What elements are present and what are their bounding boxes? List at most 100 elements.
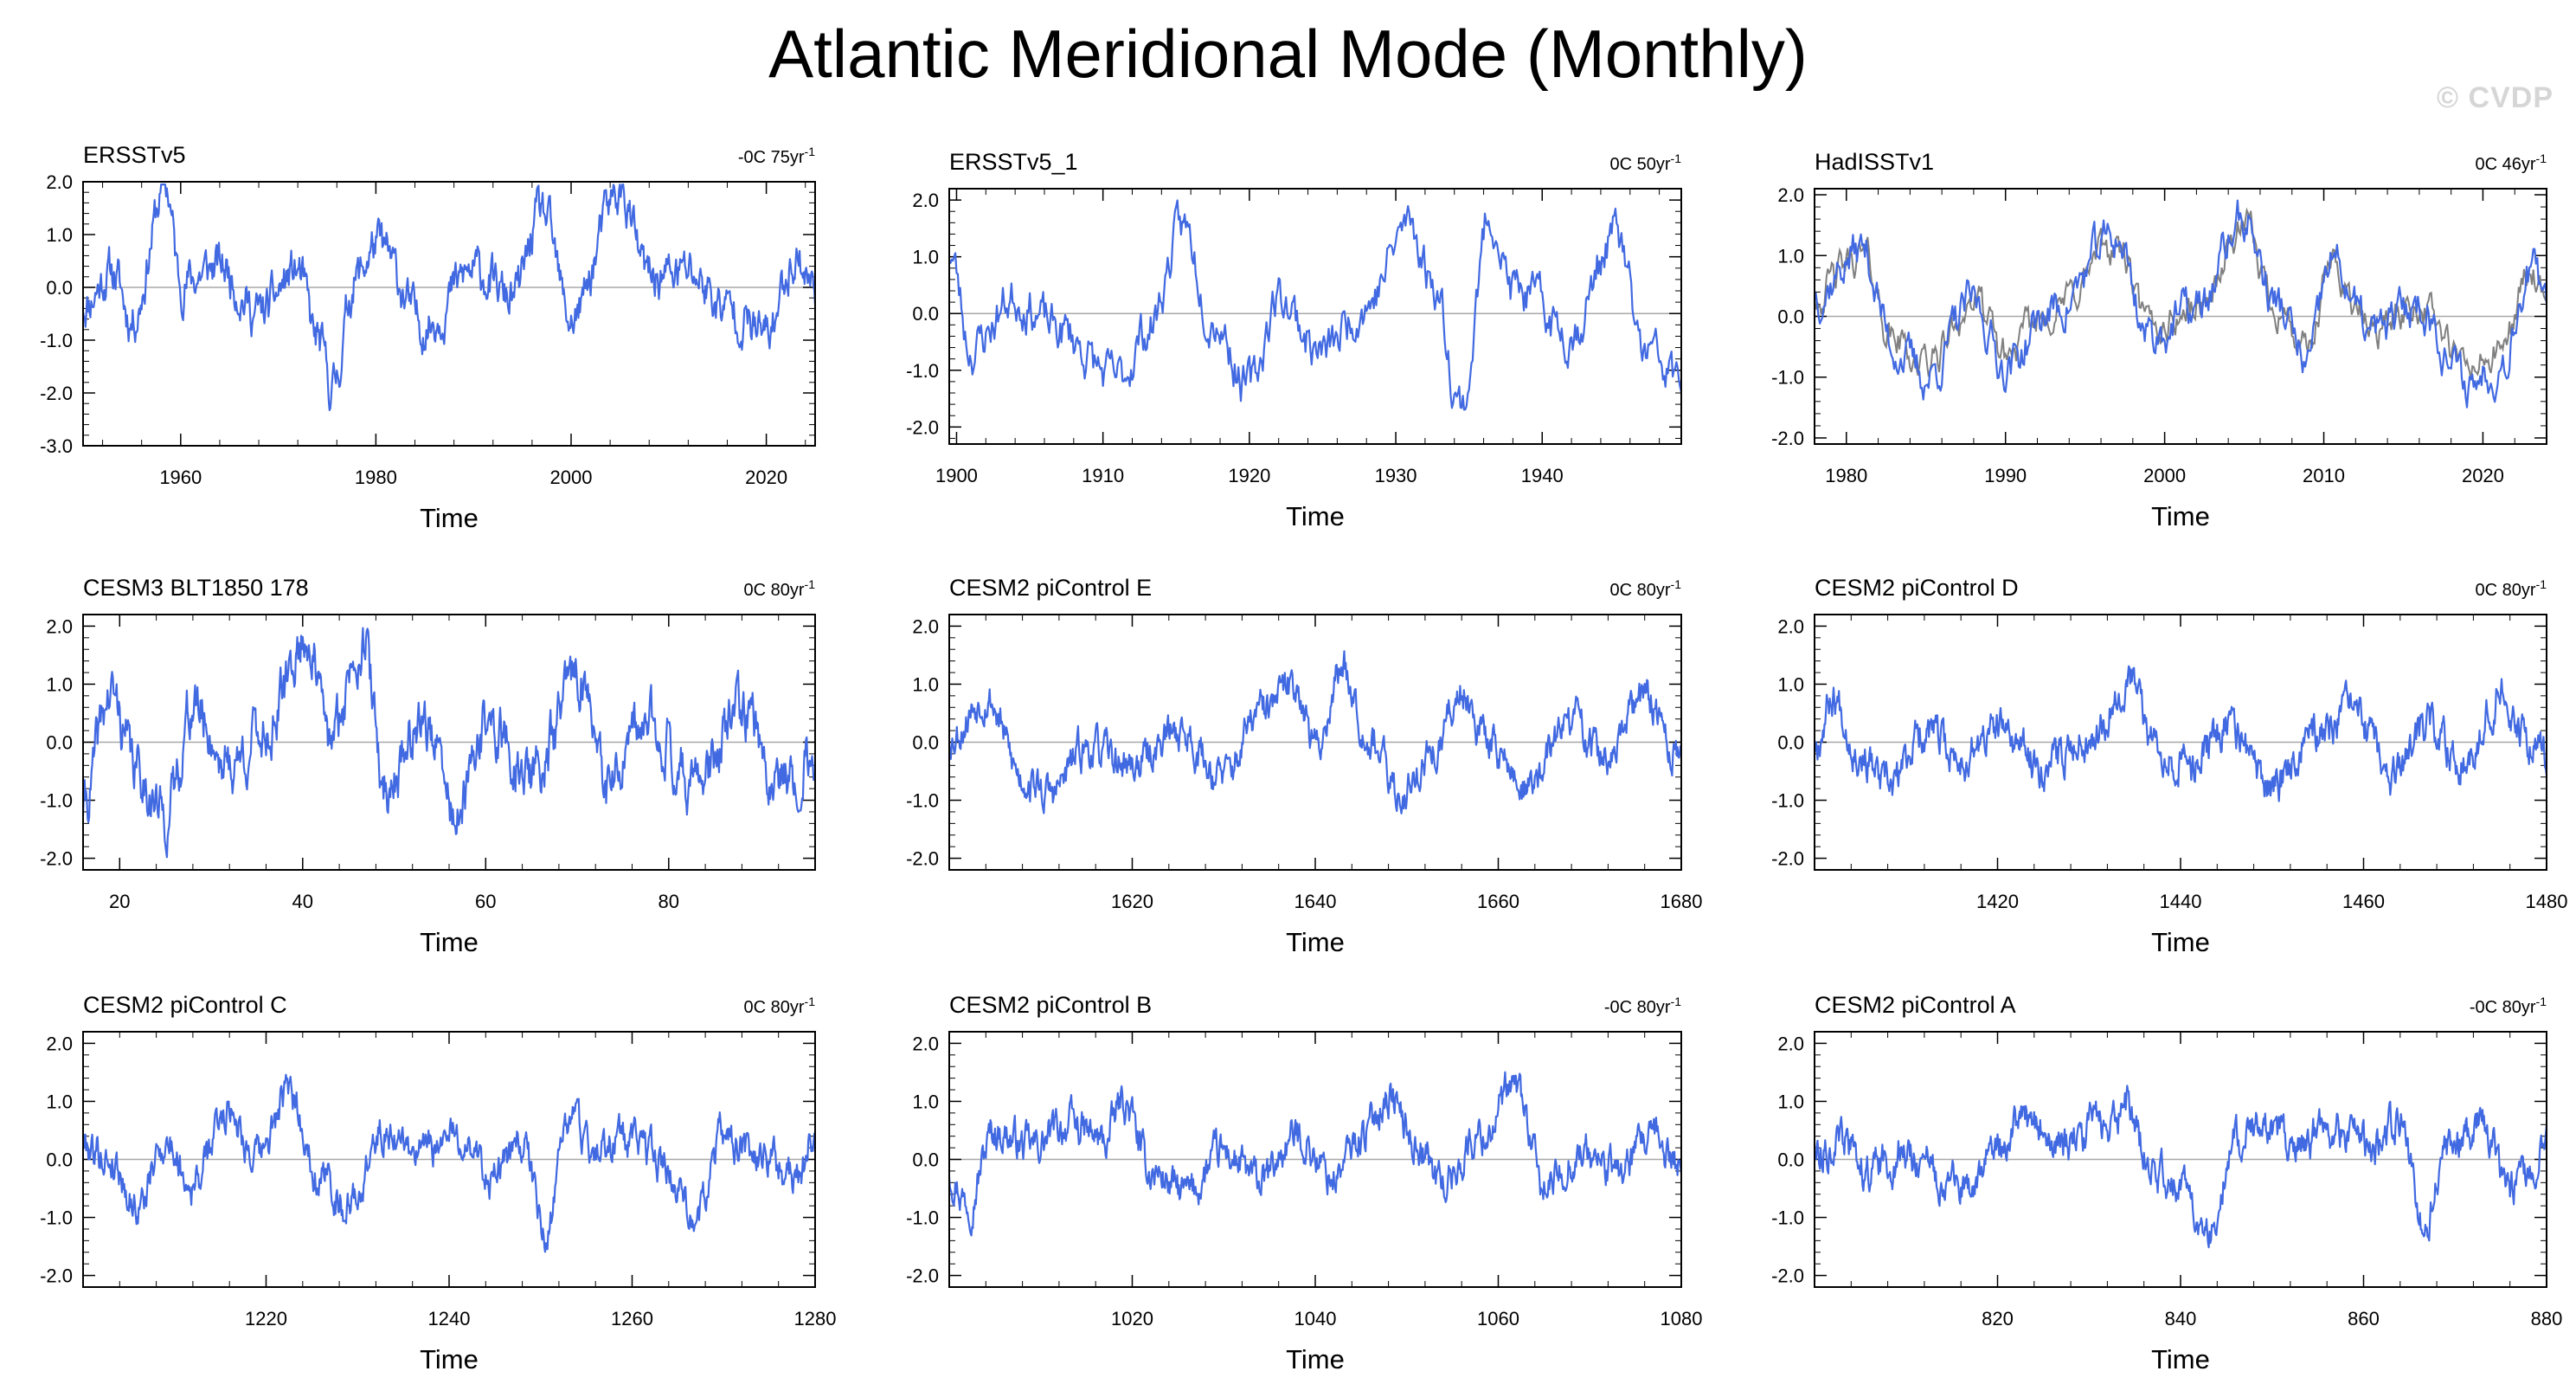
y-tick-label: 1.0 (46, 1091, 73, 1112)
trend-exponent: -1 (2536, 995, 2547, 1008)
trend-exponent: -1 (1671, 577, 1682, 591)
y-tick-label: 2.0 (912, 615, 939, 637)
y-tick-label: -1.0 (40, 790, 73, 812)
trend-label: 0C 50yr-1 (1610, 151, 1682, 174)
x-tick-label: 2000 (550, 467, 593, 488)
y-tick-label: 2.0 (46, 615, 73, 637)
x-tick-label: 2000 (2143, 465, 2186, 486)
x-axis-label: Time (2151, 927, 2210, 957)
y-tick-label: 2.0 (912, 1033, 939, 1054)
y-tick-label: -1.0 (40, 1207, 73, 1229)
page-title: Atlantic Meridional Mode (Monthly) (768, 16, 1808, 92)
trend-exponent: -1 (2536, 151, 2547, 165)
y-tick-label: 1.0 (912, 1091, 939, 1112)
trend-value: 0C 46yr (2476, 155, 2536, 174)
x-tick-label: 840 (2165, 1308, 2197, 1329)
x-tick-label: 880 (2531, 1308, 2563, 1329)
x-tick-label: 1920 (1228, 465, 1270, 486)
trend-value: 0C 50yr (1610, 155, 1671, 174)
series-line (1813, 1085, 2548, 1249)
x-tick-label: 1960 (159, 467, 202, 488)
trend-exponent: -1 (805, 577, 816, 591)
chart-panel-1: ERSSTv5 -0C 75yr-1 -3.0 -2.0 -1.0 0.0 1.0 2.0 19… (40, 142, 817, 533)
y-tick-label: 1.0 (1777, 673, 1804, 695)
y-tick-label: 0.0 (1777, 732, 1804, 754)
trend-exponent: -1 (805, 145, 816, 158)
x-axis-label: Time (420, 927, 479, 957)
y-tick-label: 0.0 (46, 1149, 73, 1171)
panel-title: CESM2 piControl E (949, 575, 1152, 601)
chart-panel-4: CESM3 BLT1850 178 0C 80yr-1 -2.0 -1.0 0.0 1.0… (40, 575, 816, 957)
y-tick-label: 1.0 (46, 673, 73, 695)
x-tick-label: 1060 (1477, 1308, 1519, 1329)
y-tick-label: -1.0 (1771, 790, 1804, 812)
x-tick-label: 1660 (1477, 891, 1519, 912)
trend-value: -0C 75yr (738, 148, 805, 167)
series-line (1813, 199, 2548, 409)
x-tick-label: 1260 (611, 1308, 653, 1329)
x-tick-label: 1280 (794, 1308, 837, 1329)
trend-label: 0C 80yr-1 (1610, 577, 1682, 600)
panel-title: CESM2 piControl D (1815, 575, 2019, 601)
y-tick-label: 0.0 (912, 732, 939, 754)
y-tick-label: 0.0 (46, 732, 73, 754)
series-line (1813, 665, 2548, 802)
x-tick-label: 1460 (2342, 891, 2385, 912)
plot-frame (1814, 1031, 2547, 1288)
chart-panel-5: CESM2 piControl E 0C 80yr-1 -2.0 -1.0 0.0 1.0… (906, 575, 1702, 957)
x-tick-label: 1420 (1976, 891, 2019, 912)
x-axis-label: Time (420, 503, 479, 533)
chart-panel-2: ERSSTv5_1 0C 50yr-1 -2.0 -1.0 0.0 1.0 2.0 1900 1… (906, 149, 1683, 531)
y-tick-label: 2.0 (912, 190, 939, 211)
trend-value: 0C 80yr (744, 998, 805, 1017)
y-tick-label: -2.0 (906, 1265, 939, 1287)
x-tick-label: 40 (292, 891, 313, 912)
x-tick-label: 1910 (1082, 465, 1124, 486)
x-tick-label: 1930 (1375, 465, 1417, 486)
x-tick-label: 2010 (2303, 465, 2345, 486)
x-axis-label: Time (2151, 1344, 2210, 1374)
y-tick-label: 1.0 (46, 224, 73, 246)
x-tick-label: 1440 (2160, 891, 2202, 912)
trend-label: -0C 80yr-1 (2470, 995, 2547, 1017)
y-tick-label: -1.0 (906, 1207, 939, 1229)
chart-panel-8: CESM2 piControl B -0C 80yr-1 -2.0 -1.0 0.0 1.… (906, 992, 1702, 1374)
panel-title: HadISSTv1 (1815, 149, 1934, 175)
x-tick-label: 860 (2348, 1308, 2380, 1329)
y-tick-label: -1.0 (906, 790, 939, 812)
y-tick-label: 1.0 (1777, 245, 1804, 267)
plot-frame (1814, 188, 2547, 445)
y-tick-label: 2.0 (1777, 615, 1804, 637)
panel-title: ERSSTv5 (83, 142, 186, 168)
y-tick-label: -1.0 (906, 360, 939, 382)
y-tick-label: 1.0 (1777, 1091, 1804, 1112)
x-axis-label: Time (1286, 927, 1345, 957)
x-tick-label: 1990 (1984, 465, 2027, 486)
x-tick-label: 1240 (428, 1308, 471, 1329)
trend-label: -0C 75yr-1 (738, 145, 815, 167)
y-tick-label: 0.0 (46, 277, 73, 299)
x-tick-label: 1220 (245, 1308, 287, 1329)
x-tick-label: 1080 (1661, 1308, 1703, 1329)
y-tick-label: 0.0 (912, 303, 939, 325)
trend-label: 0C 80yr-1 (2476, 577, 2547, 600)
trend-value: 0C 80yr (2476, 581, 2536, 600)
y-tick-label: -2.0 (906, 848, 939, 870)
trend-exponent: -1 (1671, 995, 1682, 1008)
x-axis-label: Time (420, 1344, 479, 1374)
panel-title: CESM2 piControl B (949, 992, 1152, 1018)
plot-frame (948, 1031, 1682, 1288)
y-tick-label: -2.0 (40, 848, 73, 870)
y-tick-label: 2.0 (46, 171, 73, 193)
y-tick-label: -1.0 (1771, 1207, 1804, 1229)
series-line (82, 1073, 817, 1253)
panel-title: CESM2 piControl A (1815, 992, 2016, 1018)
trend-exponent: -1 (1671, 151, 1682, 165)
plot-frame (82, 181, 816, 447)
trend-label: 0C 46yr-1 (2476, 151, 2547, 174)
plot-frame (82, 1031, 816, 1288)
trend-label: -0C 80yr-1 (1604, 995, 1681, 1017)
x-tick-label: 1620 (1111, 891, 1153, 912)
x-tick-label: 1680 (1661, 891, 1703, 912)
trend-value: 0C 80yr (1610, 581, 1671, 600)
